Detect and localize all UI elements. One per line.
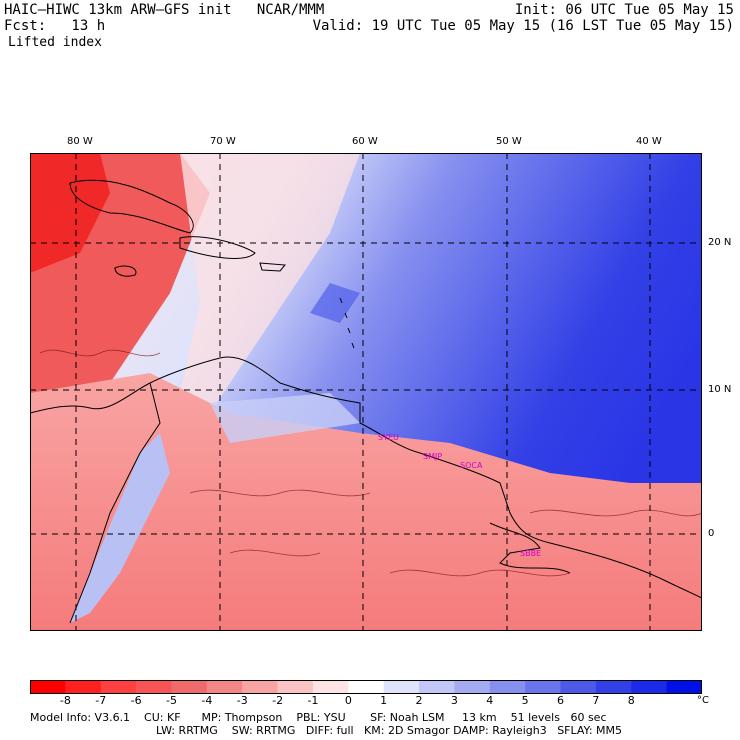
colorbar-swatch — [419, 680, 455, 694]
colorbar-tick-label: 5 — [521, 694, 529, 707]
coastlines — [30, 179, 702, 624]
leeward-islands-band — [310, 283, 360, 323]
colorbar-swatch — [595, 680, 632, 694]
model-title: HAIC–HIWC 13km ARW–GFS init NCAR/MMM — [4, 2, 325, 18]
colorbar-tick-label: 8 — [627, 694, 635, 707]
colorbar-swatch — [65, 680, 102, 694]
colorbar-tick-label: -4 — [201, 694, 213, 707]
field-name: Lifted index — [8, 35, 102, 50]
colorbar-unit: °C — [697, 695, 709, 706]
lat-label-10n: 10 N — [708, 384, 732, 395]
colorbar-swatch — [489, 680, 526, 694]
init-time: Init: 06 UTC Tue 05 May 15 — [514, 2, 734, 18]
lon-label-60w: 60 W — [352, 136, 378, 147]
colorbar-swatch — [666, 680, 702, 694]
station-sbbe: SBBE — [520, 549, 541, 558]
colorbar-tick-label: -3 — [236, 694, 248, 707]
colorbar-swatch — [136, 680, 172, 694]
colorbar-tick-label: 1 — [380, 694, 388, 707]
cuba-unstable-core — [30, 153, 110, 273]
lon-label-50w: 50 W — [496, 136, 522, 147]
lat-label-20n: 20 N — [708, 237, 732, 248]
forecast-hour: Fcst: 13 h — [4, 18, 106, 34]
colorbar — [30, 680, 702, 694]
colorbar-swatch — [312, 680, 349, 694]
venezuela-coast-band — [210, 393, 360, 443]
physics-info-line: LW: RRTMG SW: RRTMG DIFF: full KM: 2D Sm… — [156, 724, 622, 737]
lon-label-80w: 80 W — [67, 136, 93, 147]
model-info-line: Model Info: V3.6.1 CU: KF MP: Thompson P… — [30, 711, 607, 724]
lat-lon-grid — [30, 153, 702, 631]
colorbar-swatch — [560, 680, 597, 694]
colorbar-tick-label: -5 — [165, 694, 177, 707]
lon-label-70w: 70 W — [210, 136, 236, 147]
colorbar-tick-label: 2 — [415, 694, 423, 707]
lon-label-40w: 40 W — [636, 136, 662, 147]
colorbar-tick-label: -7 — [95, 694, 107, 707]
colorbar-tick-label: -2 — [272, 694, 284, 707]
colorbar-swatch — [525, 680, 562, 694]
station-smjp: SMJP — [423, 452, 442, 461]
lat-label-0: 0 — [708, 528, 715, 539]
valid-time: Valid: 19 UTC Tue 05 May 15 (16 LST Tue … — [312, 18, 734, 34]
colorbar-swatch — [30, 680, 66, 694]
colorbar-tick-label: 4 — [486, 694, 494, 707]
andes-stable-strip — [70, 433, 170, 623]
station-soca: SOCA — [460, 461, 483, 470]
colorbar-tick-label: -1 — [307, 694, 319, 707]
station-syeu: SYEU — [378, 433, 399, 442]
colorbar-swatch — [171, 680, 208, 694]
colorbar-tick-label: -6 — [130, 694, 142, 707]
colorbar-swatch — [100, 680, 137, 694]
colorbar-swatch — [242, 680, 279, 694]
colorbar-swatch — [631, 680, 668, 694]
colorbar-swatch — [277, 680, 314, 694]
south-america-field — [30, 373, 702, 631]
colorbar-tick-label: -8 — [59, 694, 71, 707]
colorbar-tick-label: 3 — [450, 694, 458, 707]
map-frame — [30, 153, 702, 631]
contour-lines — [39, 349, 702, 577]
colorbar-tick-label: 6 — [557, 694, 565, 707]
lifted-index-map: SYEU SMJP SOCA SBBE — [30, 153, 702, 631]
colorbar-tick-label: 7 — [592, 694, 600, 707]
colorbar-swatch — [348, 680, 385, 694]
colorbar-tick-label: 0 — [344, 694, 352, 707]
colorbar-swatch — [454, 680, 491, 694]
colorbar-swatch — [383, 680, 420, 694]
caribbean-sea-neutral — [180, 153, 360, 413]
colorbar-swatch — [206, 680, 243, 694]
